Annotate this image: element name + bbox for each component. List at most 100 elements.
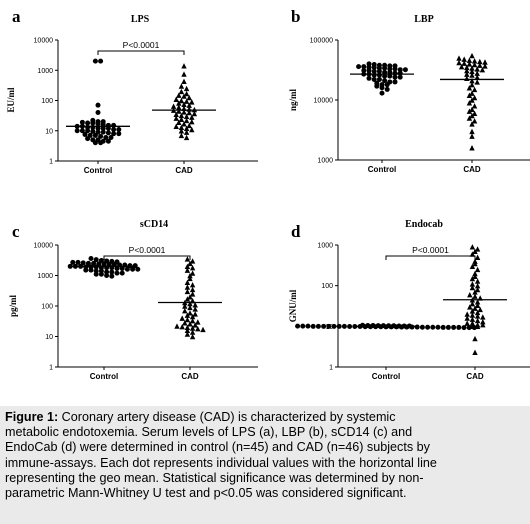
data-point-cad	[464, 64, 470, 71]
significance-bracket	[103, 255, 191, 260]
data-point-control	[83, 267, 89, 273]
data-point-cad	[183, 98, 190, 104]
data-point-cad	[471, 103, 478, 109]
data-point-control	[371, 72, 377, 78]
data-point-control	[85, 136, 91, 142]
data-point-cad	[192, 306, 198, 312]
data-point-control	[85, 260, 91, 266]
data-point-cad	[184, 312, 191, 318]
data-point-cad	[466, 100, 473, 106]
data-point-control	[435, 324, 441, 330]
data-point-cad	[178, 88, 185, 95]
data-point-control	[300, 323, 306, 329]
data-point-control	[130, 266, 136, 272]
data-point-control	[79, 119, 85, 125]
data-point-cad	[469, 320, 476, 326]
data-point-cad	[474, 266, 481, 273]
data-point-control	[105, 138, 111, 144]
data-point-control	[366, 61, 372, 67]
x-category-label: CAD	[463, 165, 481, 174]
data-point-cad	[186, 102, 192, 108]
data-point-cad	[184, 284, 191, 290]
panel-title: Endocab	[405, 219, 443, 230]
y-axis-label: pg/ml	[8, 295, 18, 318]
data-point-control	[98, 140, 104, 146]
data-point-control	[374, 83, 380, 89]
data-point-control	[451, 324, 457, 330]
data-point-cad	[469, 72, 475, 78]
y-tick-label: 10	[45, 128, 53, 135]
data-point-control	[70, 259, 76, 265]
data-point-control	[456, 324, 462, 330]
data-point-cad	[181, 63, 187, 69]
data-point-control	[361, 64, 367, 70]
data-point-cad	[189, 325, 196, 331]
data-point-control	[98, 58, 104, 64]
data-point-control	[419, 324, 425, 330]
data-point-cad	[184, 296, 191, 302]
data-point-cad	[200, 326, 206, 333]
data-point-cad	[195, 326, 201, 332]
data-point-cad	[183, 85, 190, 92]
data-point-cad	[469, 284, 476, 291]
chart-panel-b: b LBP ng/ml 1000 10000 100000 Control CAD	[288, 7, 530, 174]
data-point-cad	[467, 291, 473, 298]
data-point-cad	[472, 305, 478, 311]
data-point-control	[384, 86, 390, 92]
data-point-cad	[192, 311, 198, 317]
data-point-cad	[186, 109, 192, 116]
data-point-cad	[477, 306, 483, 313]
data-point-cad	[469, 90, 475, 96]
y-tick-label: 10000	[34, 243, 54, 250]
data-point-control	[404, 324, 410, 330]
data-point-cad	[469, 312, 476, 318]
data-point-control	[79, 128, 85, 134]
data-point-control	[461, 325, 467, 331]
data-point-control	[366, 68, 372, 74]
data-point-cad	[195, 319, 201, 325]
data-point-cad	[174, 323, 180, 329]
data-point-control	[75, 259, 81, 265]
y-tick-label: 1000	[317, 243, 333, 250]
data-point-control	[310, 323, 316, 329]
data-point-cad	[461, 56, 467, 62]
data-point-control	[85, 128, 91, 134]
data-point-control	[361, 68, 367, 74]
data-point-cad	[480, 318, 486, 325]
significance-bracket	[385, 255, 476, 260]
data-point-cad	[179, 323, 185, 330]
data-point-control	[315, 323, 321, 329]
data-point-cad	[181, 101, 187, 107]
data-point-control	[376, 68, 382, 74]
p-value-annotation: P<0.0001	[129, 245, 166, 255]
chart-panel-c: c sCD14 pg/ml 1 10 100 1000 10000 Control CAD P<0.…	[8, 219, 258, 381]
data-point-cad	[178, 97, 185, 104]
data-point-cad	[189, 114, 195, 120]
data-point-cad	[186, 94, 192, 101]
data-point-control	[119, 265, 125, 271]
panel-letter: a	[12, 7, 21, 26]
data-point-cad	[469, 263, 476, 269]
data-point-cad	[469, 106, 475, 112]
data-point-cad	[469, 281, 476, 287]
data-point-control	[105, 130, 111, 136]
data-point-control	[101, 261, 107, 267]
data-point-cad	[176, 108, 182, 114]
caption-line-4: immune-assays. Each dot represents indiv…	[5, 455, 437, 470]
data-point-cad	[178, 116, 185, 122]
data-point-control	[347, 324, 353, 330]
data-point-control	[95, 121, 101, 127]
data-point-control	[425, 324, 431, 330]
data-point-control	[114, 270, 120, 276]
data-point-control	[74, 128, 80, 134]
data-point-cad	[469, 301, 476, 307]
data-point-cad	[469, 52, 475, 59]
data-point-cad	[474, 246, 481, 252]
y-axis-label: GNU/ml	[288, 289, 298, 322]
data-point-control	[305, 323, 311, 329]
data-point-control	[119, 270, 125, 276]
data-point-cad	[173, 96, 179, 102]
data-point-cad	[183, 134, 190, 141]
data-point-cad	[472, 349, 478, 355]
data-point-control	[392, 66, 398, 72]
